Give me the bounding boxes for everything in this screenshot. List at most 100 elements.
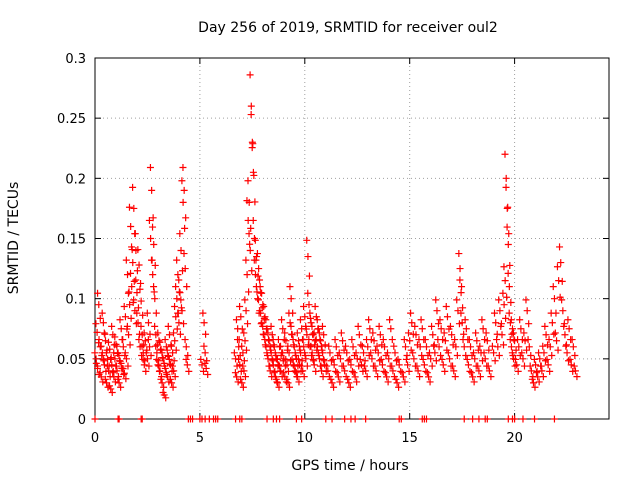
- data-point: [298, 357, 306, 365]
- data-point: [397, 367, 405, 375]
- data-point: [491, 309, 499, 317]
- data-point: [508, 349, 516, 357]
- data-point: [147, 256, 155, 264]
- data-point: [331, 336, 339, 344]
- data-point: [274, 379, 282, 387]
- data-point: [475, 415, 483, 423]
- data-point: [150, 283, 158, 291]
- data-point: [202, 330, 210, 338]
- data-point: [294, 355, 302, 363]
- data-point: [250, 256, 258, 264]
- data-point: [284, 379, 292, 387]
- x-tick-label: 10: [297, 431, 314, 446]
- data-point: [115, 351, 123, 359]
- data-point: [144, 336, 152, 344]
- data-point: [527, 351, 535, 359]
- y-tick-label: 0.2: [65, 172, 86, 187]
- data-point: [571, 367, 579, 375]
- data-point: [558, 277, 566, 285]
- data-point: [253, 250, 261, 258]
- data-point: [341, 415, 349, 423]
- data-point: [376, 357, 384, 365]
- data-point: [290, 343, 298, 351]
- data-point: [289, 336, 297, 344]
- data-point: [370, 337, 378, 345]
- data-point: [238, 415, 246, 423]
- data-point: [391, 349, 399, 357]
- data-point: [499, 289, 507, 297]
- data-point: [351, 415, 359, 423]
- data-point: [505, 309, 513, 317]
- data-point: [463, 355, 471, 363]
- data-point: [257, 309, 265, 317]
- data-point: [230, 349, 238, 357]
- data-point: [511, 337, 519, 345]
- data-point: [179, 164, 187, 172]
- data-point: [295, 337, 303, 345]
- data-point: [287, 357, 295, 365]
- data-point: [132, 320, 140, 328]
- data-point: [198, 361, 206, 369]
- data-point: [240, 367, 248, 375]
- data-point: [172, 346, 180, 354]
- data-point: [254, 272, 262, 280]
- data-point: [390, 342, 398, 350]
- data-point: [522, 296, 530, 304]
- data-point: [504, 269, 512, 277]
- data-point: [455, 250, 463, 258]
- data-point: [98, 309, 106, 317]
- data-point: [184, 351, 192, 359]
- data-point: [459, 304, 467, 312]
- data-point: [494, 343, 502, 351]
- data-point: [112, 340, 120, 348]
- x-tick-label: 0: [91, 431, 99, 446]
- data-point: [483, 415, 491, 423]
- data-point: [347, 361, 355, 369]
- data-point: [569, 343, 577, 351]
- data-point: [465, 336, 473, 344]
- data-point: [280, 336, 288, 344]
- data-point: [457, 309, 465, 317]
- data-point: [508, 325, 516, 333]
- data-point: [439, 361, 447, 369]
- data-point: [417, 316, 425, 324]
- data-point: [535, 378, 543, 386]
- data-point: [124, 271, 132, 279]
- data-point: [145, 216, 153, 224]
- data-point: [154, 329, 162, 337]
- data-point: [400, 336, 408, 344]
- data-point: [167, 342, 175, 350]
- data-point: [156, 338, 164, 346]
- data-point: [346, 383, 354, 391]
- data-point: [368, 355, 376, 363]
- data-point: [412, 331, 420, 339]
- data-point: [341, 367, 349, 375]
- data-point: [93, 328, 101, 336]
- data-point: [491, 357, 499, 365]
- data-point: [268, 331, 276, 339]
- data-point: [312, 313, 320, 321]
- data-point: [126, 341, 134, 349]
- data-point: [248, 267, 256, 275]
- data-point: [128, 243, 136, 251]
- x-tick-label: 5: [196, 431, 204, 446]
- data-point: [284, 367, 292, 375]
- data-point: [371, 362, 379, 370]
- data-point: [135, 261, 143, 269]
- data-point: [265, 337, 273, 345]
- data-point: [320, 355, 328, 363]
- data-point: [525, 343, 533, 351]
- data-point: [149, 214, 157, 222]
- data-point: [149, 271, 157, 279]
- data-point: [121, 313, 129, 321]
- data-point: [125, 288, 133, 296]
- data-point: [496, 307, 504, 315]
- data-point: [103, 379, 111, 387]
- data-point: [498, 331, 506, 339]
- data-point: [162, 343, 170, 351]
- data-point: [440, 329, 448, 337]
- data-point: [111, 355, 119, 363]
- data-point: [482, 329, 490, 337]
- data-point: [296, 316, 304, 324]
- data-point: [461, 316, 469, 324]
